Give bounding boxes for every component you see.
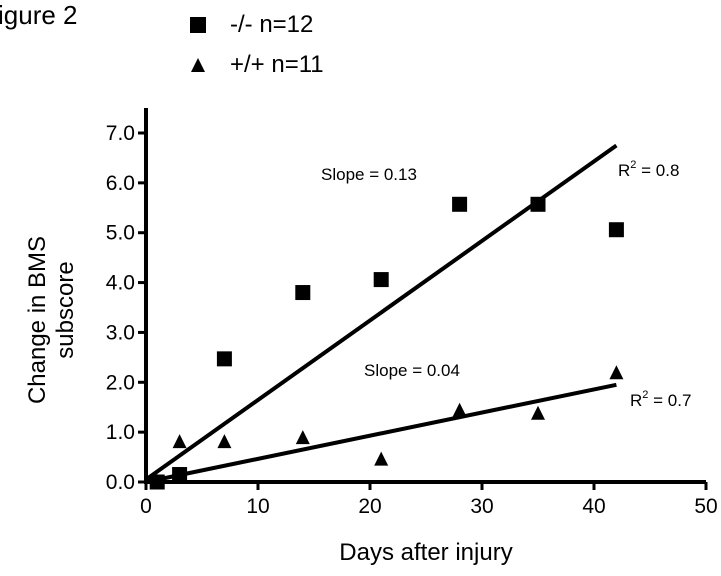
y-tick-label: 0.0 bbox=[106, 471, 135, 494]
y-tick-label: 7.0 bbox=[106, 122, 135, 145]
data-points bbox=[149, 196, 624, 490]
y-axis-title-line2: subscore bbox=[52, 261, 79, 358]
triangle-point bbox=[531, 405, 545, 420]
x-axis-title: Days after injury bbox=[339, 539, 512, 566]
r2-label-knockout: R2 = 0.8 bbox=[618, 159, 679, 180]
y-tick-label: 3.0 bbox=[106, 321, 135, 344]
x-tick-label: 0 bbox=[140, 495, 152, 518]
y-axis-title-line1: Change in BMS bbox=[24, 236, 51, 404]
y-tick-label: 1.0 bbox=[106, 421, 135, 444]
square-point bbox=[452, 196, 468, 212]
chart-labels: Change in BMS subscore Days after injury… bbox=[24, 159, 691, 566]
triangle-point bbox=[172, 434, 187, 449]
fit-line-knockout bbox=[144, 143, 618, 482]
y-tick-label: 2.0 bbox=[106, 371, 135, 394]
triangle-point bbox=[609, 365, 624, 380]
x-tick-label: 50 bbox=[694, 495, 717, 518]
x-tick-label: 40 bbox=[582, 495, 605, 518]
triangle-point bbox=[150, 474, 165, 488]
triangle-point bbox=[374, 451, 389, 466]
slope-label-wildtype: Slope = 0.04 bbox=[364, 361, 460, 380]
figure-title: igure 2 bbox=[0, 0, 78, 30]
square-point bbox=[608, 222, 624, 238]
r2-label-wildtype: R2 = 0.7 bbox=[630, 389, 691, 410]
square-point bbox=[295, 285, 311, 301]
axes: 0.0 1.0 2.0 3.0 4.0 5.0 6.0 7.0 0 10 20 30 40 50 bbox=[106, 108, 718, 518]
x-tick-label: 20 bbox=[358, 495, 381, 518]
triangle-point bbox=[295, 430, 310, 445]
legend-label-knockout: -/- n=12 bbox=[230, 11, 314, 38]
square-marker-icon bbox=[186, 13, 210, 37]
triangle-point bbox=[452, 402, 467, 417]
square-point bbox=[172, 467, 188, 483]
y-tick-label: 5.0 bbox=[106, 222, 135, 245]
square-point bbox=[373, 272, 389, 288]
fit-line-wildtype bbox=[145, 382, 617, 484]
y-tick-label: 6.0 bbox=[106, 172, 135, 195]
square-point bbox=[530, 196, 546, 212]
square-point bbox=[216, 351, 232, 367]
legend-item-knockout: -/- n=12 bbox=[186, 10, 313, 40]
fit-lines bbox=[144, 143, 618, 484]
triangle-marker-icon bbox=[186, 53, 210, 77]
legend-item-wildtype: +/+ n=11 bbox=[186, 50, 324, 80]
y-tick-label: 4.0 bbox=[106, 272, 135, 295]
legend-label-wildtype: +/+ n=11 bbox=[230, 51, 324, 78]
slope-label-knockout: Slope = 0.13 bbox=[321, 165, 417, 184]
triangle-point bbox=[217, 434, 232, 449]
x-tick-label: 30 bbox=[470, 495, 493, 518]
x-tick-label: 10 bbox=[246, 495, 269, 518]
